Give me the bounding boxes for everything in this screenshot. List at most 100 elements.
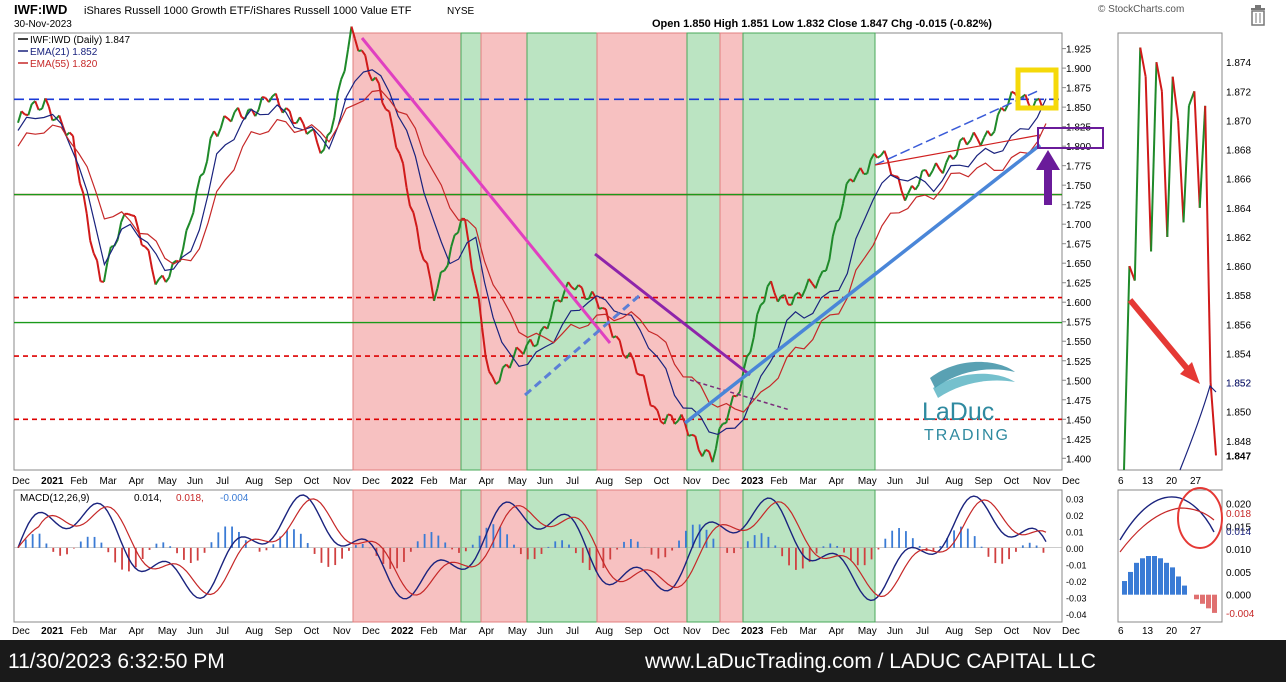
x-tick-label: Nov bbox=[1033, 476, 1051, 487]
macd-histogram-bar bbox=[79, 541, 82, 548]
price-segment bbox=[883, 150, 889, 161]
zoom-last-value: 1.847 bbox=[1226, 451, 1251, 462]
price-segment bbox=[127, 212, 132, 217]
x-tick-label: Dec bbox=[362, 476, 380, 487]
price-segment bbox=[873, 153, 879, 159]
y-tick-label: 1.750 bbox=[1066, 181, 1091, 192]
price-segment bbox=[1024, 94, 1030, 105]
macd-histogram-bar bbox=[636, 541, 639, 548]
x-tick-label: Jun bbox=[187, 476, 203, 487]
macd-y-tick-label: 0.01 bbox=[1066, 527, 1084, 537]
zoom-price-segment bbox=[1171, 76, 1180, 121]
macd-histogram-bar bbox=[513, 544, 515, 548]
price-segment bbox=[636, 372, 641, 376]
chart-header: IWF:IWD iShares Russell 1000 Growth ETF/… bbox=[14, 2, 1184, 30]
macd-histogram-bar bbox=[114, 547, 117, 563]
zoom-macd-x-tick-label: 6 bbox=[1118, 626, 1124, 637]
x-tick-label: Nov bbox=[333, 476, 351, 487]
upper-channel-line bbox=[874, 89, 1041, 166]
price-segment bbox=[192, 190, 198, 213]
macd-histogram-bar bbox=[595, 547, 598, 573]
x-tick-label: Oct bbox=[304, 476, 320, 487]
macd-histogram-bar bbox=[588, 547, 591, 571]
x-tick-label-macd: Dec bbox=[1062, 626, 1080, 637]
macd-histogram-bar bbox=[801, 547, 804, 569]
y-tick-label: 1.850 bbox=[1066, 103, 1091, 114]
zoom-macd-bar bbox=[1128, 571, 1133, 595]
symbol-description: iShares Russell 1000 Growth ETF/iShares … bbox=[84, 5, 412, 17]
price-segment bbox=[697, 449, 704, 457]
x-tick-label: Mar bbox=[450, 476, 468, 487]
x-tick-label-macd: Nov bbox=[333, 626, 351, 637]
price-segment bbox=[188, 212, 195, 223]
price-segment bbox=[917, 170, 924, 185]
price-segment bbox=[353, 38, 360, 52]
zoom-y-tick-label: 1.852 bbox=[1226, 379, 1251, 390]
price-segment bbox=[945, 154, 951, 163]
trash-icon[interactable] bbox=[1249, 4, 1267, 26]
x-tick-label-macd: Aug bbox=[595, 626, 613, 637]
macd-histogram-bar bbox=[416, 541, 419, 548]
price-segment bbox=[608, 324, 614, 338]
zoom-macd-bar bbox=[1146, 556, 1151, 595]
zoom-macd-x-tick-label: 13 bbox=[1142, 626, 1154, 637]
x-tick-label-macd: Sep bbox=[275, 626, 293, 637]
price-segment bbox=[336, 79, 343, 94]
price-segment bbox=[739, 370, 745, 392]
macd-histogram-bar bbox=[389, 547, 392, 569]
price-segment bbox=[92, 252, 98, 261]
macd-histogram-bar bbox=[671, 547, 674, 551]
macd-histogram-bar bbox=[458, 547, 460, 553]
chart-date: 30-Nov-2023 bbox=[14, 19, 72, 30]
price-segment bbox=[24, 113, 29, 117]
laduc-logo: LaDuc TRADING bbox=[922, 361, 1015, 444]
price-segment bbox=[436, 271, 442, 289]
price-segment bbox=[969, 131, 975, 141]
price-segment bbox=[952, 154, 958, 160]
price-segment bbox=[670, 414, 676, 425]
macd-histogram-bar bbox=[354, 545, 357, 548]
y-tick-label: 1.650 bbox=[1066, 259, 1091, 270]
x-tick-label: Mar bbox=[800, 476, 818, 487]
regime-band-macd-green bbox=[526, 489, 598, 623]
macd-histogram-bar bbox=[293, 529, 295, 548]
regime-band-red bbox=[480, 32, 528, 471]
macd-histogram-bar bbox=[973, 536, 976, 548]
price-segment bbox=[446, 246, 453, 266]
price-segment bbox=[515, 346, 521, 352]
macd-histogram-bar bbox=[299, 533, 302, 548]
zoom-price-segment bbox=[1198, 105, 1207, 208]
price-segment bbox=[756, 304, 762, 315]
macd-histogram-bar bbox=[581, 547, 584, 563]
price-segment bbox=[979, 137, 986, 146]
zoom-hist-value: -0.004 bbox=[1226, 609, 1255, 620]
legend-ema21: EMA(21) 1.852 bbox=[30, 47, 98, 58]
y-tick-label: 1.625 bbox=[1066, 279, 1091, 290]
macd-histogram-bar bbox=[1015, 547, 1017, 552]
price-segment bbox=[907, 185, 913, 194]
macd-histogram-bar bbox=[279, 536, 282, 548]
zoom-series bbox=[1119, 47, 1217, 613]
legend-hist-value: -0.004 bbox=[220, 493, 249, 504]
macd-histogram-bar bbox=[45, 543, 48, 548]
price-segment bbox=[385, 108, 390, 113]
price-segment bbox=[426, 262, 432, 281]
price-segment bbox=[288, 110, 295, 124]
source-label: © StockCharts.com bbox=[1098, 4, 1184, 15]
y-tick-label: 1.675 bbox=[1066, 240, 1091, 251]
zoom-x-tick-label: 27 bbox=[1190, 476, 1202, 487]
down-arrow-icon bbox=[1127, 298, 1193, 374]
legend-signal-value: 0.018, bbox=[176, 493, 204, 504]
y-tick-label: 1.475 bbox=[1066, 396, 1091, 407]
macd-line bbox=[17, 494, 1047, 602]
price-segment bbox=[120, 213, 126, 223]
macd-histogram-bar bbox=[561, 540, 564, 548]
x-tick-label-macd: 2021 bbox=[41, 626, 64, 637]
macd-histogram-bar bbox=[664, 547, 667, 558]
y-tick-label: 1.425 bbox=[1066, 435, 1091, 446]
price-segment bbox=[498, 367, 504, 382]
zoom-y-tick-label: 1.862 bbox=[1226, 233, 1251, 244]
price-segment bbox=[488, 370, 494, 378]
macd-histogram-bar bbox=[148, 547, 151, 550]
price-segment bbox=[423, 259, 428, 264]
